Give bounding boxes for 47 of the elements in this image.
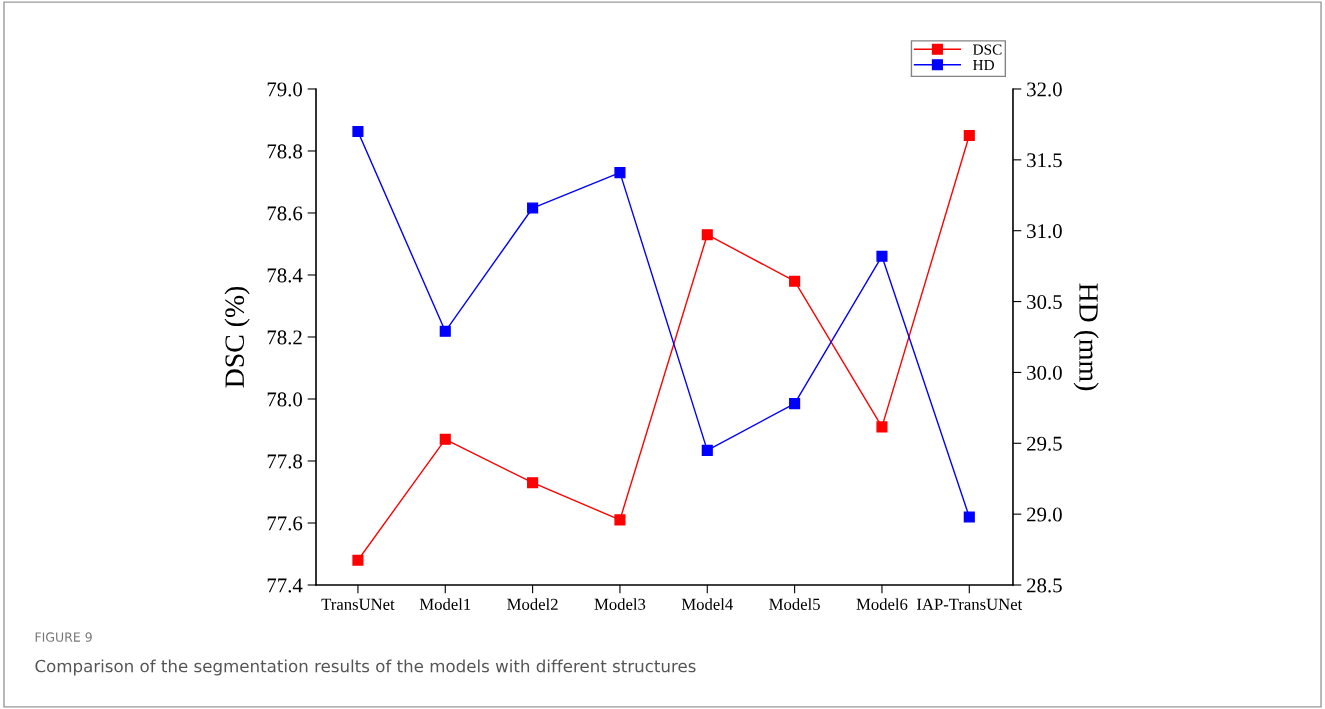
y-tick-label: 77.6 (267, 516, 303, 531)
x-tick-label: TransUNet (321, 598, 395, 610)
x-tick-label: IAP-TransUNet (916, 598, 1023, 610)
point (789, 398, 801, 410)
y2-tick-label: 30.0 (1027, 365, 1062, 380)
caption: FIGURE 9 (35, 632, 92, 642)
point (527, 477, 539, 489)
point (701, 444, 713, 456)
y2-tick-label: 29.0 (1027, 507, 1062, 522)
point (963, 511, 975, 523)
legend-label: DSC (972, 44, 1002, 55)
y2-tick-label: 28.5 (1027, 578, 1062, 593)
y2-tick-label: 31.5 (1027, 153, 1062, 168)
y2-axis-title: HD (mm) (1073, 283, 1099, 391)
y2-tick-label: 32.0 (1027, 82, 1062, 97)
point (352, 125, 364, 138)
point (614, 514, 626, 526)
y-tick-label: 78.8 (267, 144, 303, 159)
point (701, 229, 713, 241)
y-tick-label: 78.6 (267, 206, 303, 221)
point (614, 167, 626, 179)
y-tick-label: 78.4 (267, 268, 303, 283)
x-tick-label: Model2 (507, 598, 558, 610)
point (352, 554, 364, 566)
y2-tick-label: 30.5 (1027, 294, 1062, 310)
y-tick-label: 77.4 (267, 578, 303, 593)
x-tick-label: Model5 (769, 598, 820, 610)
point (963, 129, 975, 142)
y-tick-label: 79.0 (267, 82, 303, 97)
point (876, 421, 888, 433)
point (439, 325, 451, 337)
text: Comparison of the segmentation results of the models with different structures (35, 659, 696, 676)
x-tick-label: Model1 (419, 598, 471, 610)
point (439, 433, 451, 445)
x-tick-label: Model3 (594, 598, 646, 610)
x-tick-label: Model6 (856, 598, 908, 610)
y2-tick-label: 31.0 (1027, 224, 1062, 239)
y2-tick-label: 29.5 (1027, 436, 1062, 451)
y-tick-label: 78.0 (267, 392, 303, 407)
y-tick-label: 78.2 (267, 330, 302, 345)
point (876, 250, 888, 262)
point (789, 275, 801, 287)
y-tick-label: 77.8 (267, 454, 303, 469)
x-tick-label: Model4 (681, 598, 733, 610)
y-axis-title: DSC (%) (224, 286, 250, 388)
legend-label: HD (972, 60, 994, 71)
point (527, 202, 539, 214)
